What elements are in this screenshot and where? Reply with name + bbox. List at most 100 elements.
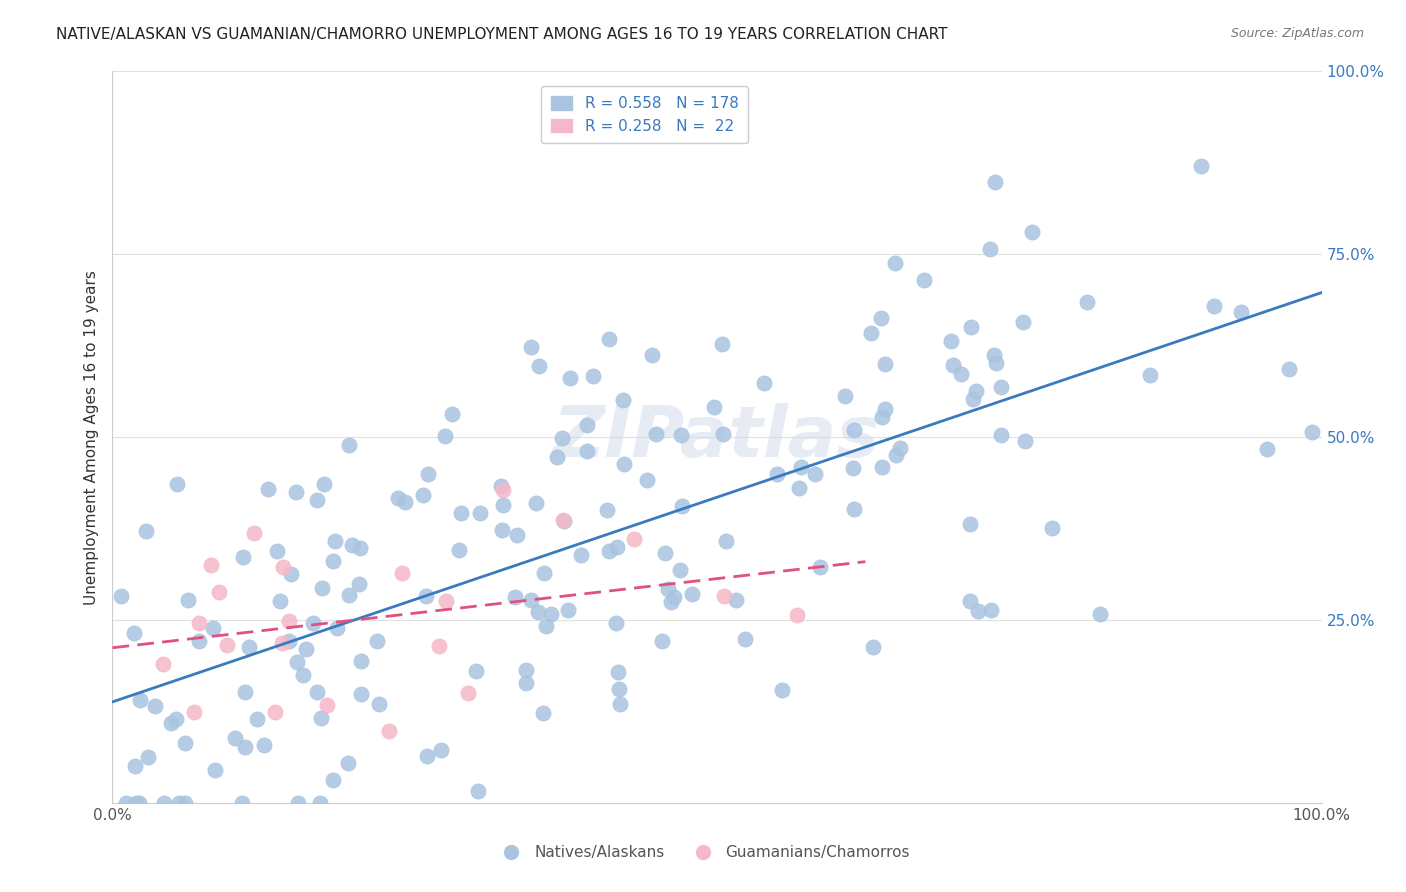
Point — [394, 494, 416, 508]
Point — [232, 550, 254, 565]
Point — [950, 367, 973, 381]
Point — [128, 796, 150, 810]
Point — [492, 498, 515, 512]
Point — [870, 409, 893, 424]
Point — [990, 427, 1012, 442]
Point — [325, 621, 347, 635]
Point — [467, 783, 489, 797]
Point — [457, 686, 479, 700]
Point — [489, 479, 512, 493]
Point — [558, 371, 581, 385]
Point — [557, 603, 579, 617]
Point — [464, 665, 486, 679]
Point — [433, 429, 456, 443]
Point — [124, 759, 146, 773]
Point — [1301, 425, 1323, 439]
Y-axis label: Unemployment Among Ages 16 to 19 years: Unemployment Among Ages 16 to 19 years — [83, 269, 98, 605]
Point — [266, 544, 288, 558]
Point — [322, 554, 344, 568]
Point — [860, 326, 883, 340]
Point — [323, 533, 346, 548]
Point — [810, 559, 832, 574]
Point — [441, 407, 464, 421]
Point — [347, 576, 370, 591]
Point — [316, 698, 339, 713]
Point — [416, 749, 439, 764]
Point — [200, 558, 222, 573]
Point — [536, 618, 558, 632]
Point — [623, 532, 645, 546]
Point — [641, 348, 664, 362]
Point — [644, 426, 666, 441]
Point — [277, 615, 299, 629]
Point — [515, 663, 537, 677]
Point — [965, 384, 987, 398]
Point — [450, 506, 472, 520]
Point — [1076, 294, 1098, 309]
Point — [416, 467, 439, 482]
Point — [429, 743, 451, 757]
Point — [167, 796, 190, 810]
Point — [243, 525, 266, 540]
Point — [540, 607, 562, 621]
Point — [270, 636, 292, 650]
Point — [714, 533, 737, 548]
Point — [160, 716, 183, 731]
Point — [312, 477, 335, 491]
Point — [598, 543, 620, 558]
Point — [575, 418, 598, 433]
Point — [224, 731, 246, 746]
Point — [669, 428, 692, 442]
Point — [337, 438, 360, 452]
Point — [711, 337, 734, 351]
Point — [253, 739, 276, 753]
Point — [1139, 368, 1161, 383]
Point — [569, 548, 592, 562]
Point — [862, 640, 884, 655]
Point — [526, 606, 548, 620]
Point — [491, 523, 513, 537]
Point — [990, 380, 1012, 394]
Point — [609, 697, 631, 711]
Point — [183, 705, 205, 719]
Point — [1088, 607, 1111, 621]
Point — [174, 796, 197, 810]
Point — [349, 541, 371, 555]
Point — [870, 460, 893, 475]
Point — [659, 595, 682, 609]
Point — [581, 368, 603, 383]
Point — [125, 796, 148, 810]
Point — [208, 584, 231, 599]
Point — [960, 320, 983, 334]
Point — [754, 376, 776, 390]
Point — [271, 560, 294, 574]
Point — [596, 503, 619, 517]
Point — [311, 711, 333, 725]
Point — [309, 796, 332, 810]
Point — [115, 796, 138, 810]
Point — [979, 242, 1001, 256]
Point — [337, 756, 360, 770]
Point — [201, 621, 224, 635]
Point — [770, 683, 793, 698]
Point — [942, 358, 965, 372]
Point — [367, 697, 389, 711]
Point — [285, 484, 308, 499]
Point — [984, 175, 1007, 189]
Point — [884, 449, 907, 463]
Point — [654, 545, 676, 559]
Point — [110, 589, 132, 603]
Point — [551, 431, 574, 445]
Point — [804, 467, 827, 482]
Point — [787, 481, 810, 495]
Point — [143, 699, 166, 714]
Point — [449, 542, 471, 557]
Point — [235, 685, 257, 699]
Point — [984, 355, 1007, 369]
Point — [287, 796, 309, 810]
Point — [1040, 521, 1063, 535]
Point — [238, 640, 260, 655]
Point — [790, 460, 813, 475]
Point — [636, 473, 658, 487]
Point — [962, 392, 984, 406]
